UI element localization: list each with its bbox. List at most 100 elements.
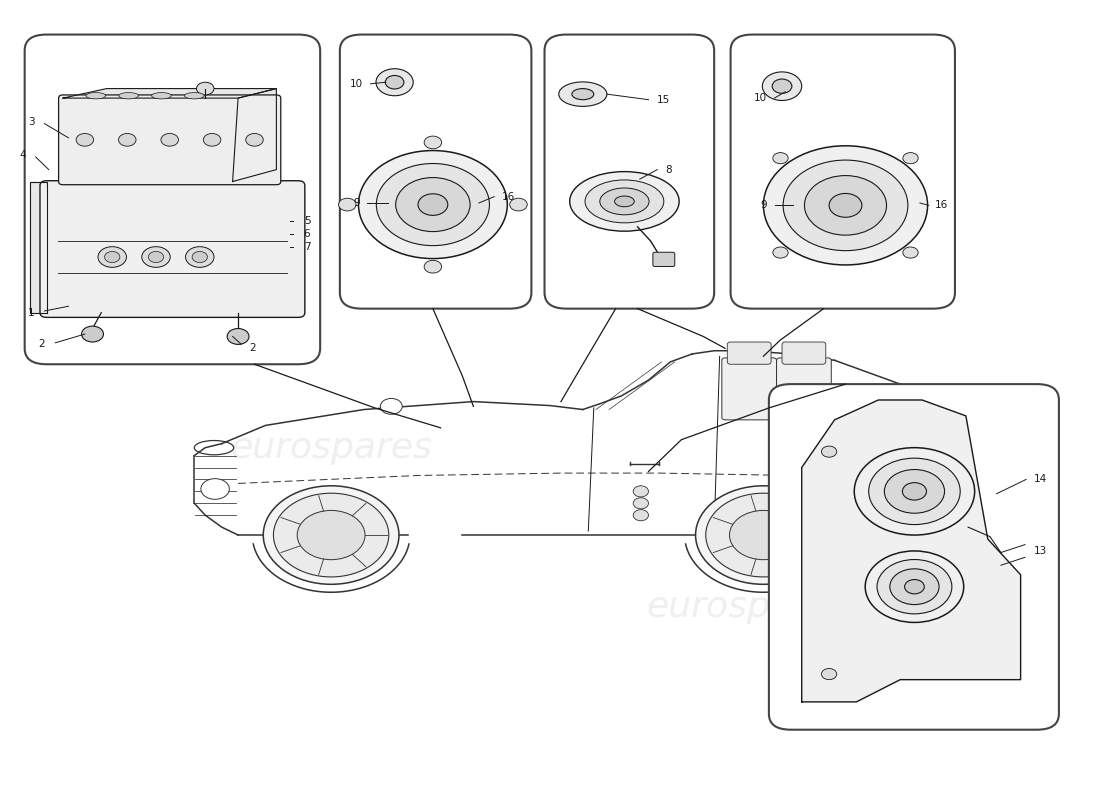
Text: 13: 13 bbox=[1034, 546, 1047, 556]
Text: eurospares: eurospares bbox=[230, 430, 432, 465]
Circle shape bbox=[297, 510, 365, 560]
Text: 3: 3 bbox=[28, 117, 34, 127]
FancyBboxPatch shape bbox=[24, 34, 320, 364]
FancyBboxPatch shape bbox=[653, 252, 674, 266]
Polygon shape bbox=[802, 400, 1021, 702]
Ellipse shape bbox=[152, 93, 172, 99]
Text: 16: 16 bbox=[935, 200, 948, 210]
Circle shape bbox=[192, 251, 208, 262]
Circle shape bbox=[706, 493, 821, 577]
Circle shape bbox=[762, 72, 802, 101]
Text: 9: 9 bbox=[760, 200, 767, 210]
Circle shape bbox=[804, 175, 887, 235]
Ellipse shape bbox=[185, 93, 205, 99]
Ellipse shape bbox=[570, 171, 679, 231]
FancyBboxPatch shape bbox=[40, 181, 305, 318]
Circle shape bbox=[729, 510, 798, 560]
Circle shape bbox=[855, 448, 975, 535]
Circle shape bbox=[104, 251, 120, 262]
Circle shape bbox=[903, 153, 918, 164]
Text: 10: 10 bbox=[350, 79, 363, 89]
Polygon shape bbox=[30, 182, 46, 313]
Circle shape bbox=[201, 478, 229, 499]
Text: 7: 7 bbox=[304, 242, 310, 252]
Circle shape bbox=[263, 486, 399, 584]
Text: 5: 5 bbox=[304, 216, 310, 226]
Circle shape bbox=[359, 150, 507, 258]
Text: 1: 1 bbox=[28, 308, 34, 318]
Polygon shape bbox=[63, 89, 276, 98]
Circle shape bbox=[634, 510, 649, 521]
Circle shape bbox=[381, 398, 403, 414]
FancyBboxPatch shape bbox=[782, 342, 826, 364]
Circle shape bbox=[773, 247, 789, 258]
Circle shape bbox=[98, 246, 126, 267]
Polygon shape bbox=[232, 89, 276, 182]
FancyBboxPatch shape bbox=[769, 384, 1059, 730]
Text: 16: 16 bbox=[502, 192, 515, 202]
Circle shape bbox=[396, 178, 470, 231]
Circle shape bbox=[763, 146, 927, 265]
FancyBboxPatch shape bbox=[722, 358, 777, 420]
Circle shape bbox=[509, 198, 527, 211]
Ellipse shape bbox=[615, 196, 635, 206]
Circle shape bbox=[148, 251, 164, 262]
Circle shape bbox=[425, 260, 441, 273]
Circle shape bbox=[772, 79, 792, 94]
Ellipse shape bbox=[119, 93, 139, 99]
Circle shape bbox=[903, 247, 918, 258]
Circle shape bbox=[227, 329, 249, 344]
Circle shape bbox=[76, 134, 94, 146]
Ellipse shape bbox=[559, 82, 607, 106]
Text: eurospares: eurospares bbox=[646, 590, 848, 623]
Text: 14: 14 bbox=[1034, 474, 1047, 485]
Circle shape bbox=[204, 134, 221, 146]
Circle shape bbox=[829, 194, 862, 218]
Circle shape bbox=[890, 569, 939, 605]
Ellipse shape bbox=[600, 188, 649, 214]
Circle shape bbox=[634, 498, 649, 509]
Text: 4: 4 bbox=[19, 150, 25, 160]
Circle shape bbox=[376, 69, 414, 96]
Circle shape bbox=[161, 134, 178, 146]
Text: 10: 10 bbox=[754, 93, 767, 103]
Ellipse shape bbox=[572, 89, 594, 100]
Circle shape bbox=[634, 486, 649, 497]
Circle shape bbox=[904, 579, 924, 594]
Circle shape bbox=[884, 470, 945, 514]
Circle shape bbox=[339, 198, 356, 211]
Circle shape bbox=[142, 246, 170, 267]
FancyBboxPatch shape bbox=[727, 342, 771, 364]
FancyBboxPatch shape bbox=[544, 34, 714, 309]
Circle shape bbox=[773, 153, 789, 164]
Circle shape bbox=[869, 458, 960, 525]
Circle shape bbox=[695, 486, 832, 584]
Circle shape bbox=[385, 75, 404, 89]
Text: 2: 2 bbox=[249, 342, 255, 353]
Circle shape bbox=[418, 194, 448, 215]
Circle shape bbox=[81, 326, 103, 342]
Circle shape bbox=[822, 446, 837, 457]
Circle shape bbox=[425, 136, 441, 149]
FancyBboxPatch shape bbox=[58, 95, 280, 185]
FancyBboxPatch shape bbox=[340, 34, 531, 309]
Circle shape bbox=[245, 134, 263, 146]
Text: 9: 9 bbox=[353, 198, 360, 208]
Circle shape bbox=[877, 559, 952, 614]
Circle shape bbox=[783, 160, 907, 250]
Ellipse shape bbox=[585, 180, 663, 223]
Circle shape bbox=[902, 482, 926, 500]
FancyBboxPatch shape bbox=[777, 358, 832, 420]
Circle shape bbox=[119, 134, 136, 146]
Text: 6: 6 bbox=[304, 229, 310, 239]
Circle shape bbox=[376, 163, 490, 246]
Circle shape bbox=[197, 82, 215, 95]
Circle shape bbox=[186, 246, 214, 267]
FancyBboxPatch shape bbox=[730, 34, 955, 309]
Circle shape bbox=[822, 669, 837, 680]
Circle shape bbox=[866, 551, 964, 622]
Circle shape bbox=[274, 493, 388, 577]
Text: 2: 2 bbox=[37, 339, 44, 350]
Text: 8: 8 bbox=[664, 165, 671, 174]
Text: 15: 15 bbox=[657, 94, 670, 105]
